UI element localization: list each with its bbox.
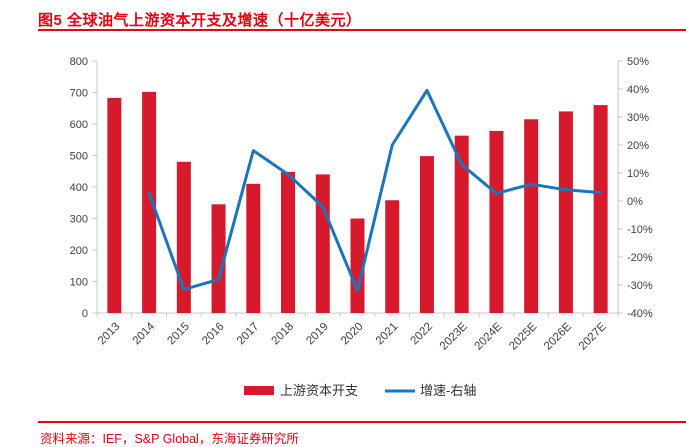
x-category-label: 2024E <box>473 320 505 352</box>
x-category-label: 2017 <box>235 321 262 348</box>
bar-2026E <box>558 111 573 314</box>
bar-2021 <box>385 200 400 313</box>
x-category-label: 2019 <box>304 321 331 348</box>
right-tick-label: 40% <box>627 84 649 96</box>
right-tick-label: 0% <box>627 196 643 208</box>
title-underline <box>38 29 686 31</box>
x-category-label: 2020 <box>339 321 366 348</box>
x-category-label: 2027E <box>577 320 609 352</box>
left-tick-label: 700 <box>70 88 88 100</box>
x-category-label: 2014 <box>131 320 158 347</box>
bar-2018 <box>281 171 296 313</box>
bar-2020 <box>350 218 365 313</box>
x-category-label: 2022 <box>409 321 436 348</box>
left-tick-label: 300 <box>70 214 88 226</box>
bar-2022 <box>419 156 434 313</box>
right-tick-label: -30% <box>627 280 653 292</box>
right-tick-label: 10% <box>627 168 649 180</box>
x-category-label: 2025E <box>507 320 539 352</box>
bar-2015 <box>176 161 191 313</box>
x-category-label: 2013 <box>96 321 123 348</box>
source-note: 资料来源：IEF，S&P Global，东海证券研究所 <box>40 432 299 446</box>
bar-2027E <box>593 105 608 313</box>
bar-2017 <box>246 183 261 313</box>
x-category-label: 2023E <box>438 320 470 352</box>
x-category-label: 2021 <box>374 321 401 348</box>
bar-2024E <box>489 130 504 313</box>
right-tick-label: -10% <box>627 224 653 236</box>
right-tick-label: -40% <box>627 308 653 320</box>
x-category-label: 2016 <box>200 321 227 348</box>
right-tick-label: -20% <box>627 252 653 264</box>
growth-line <box>147 88 603 293</box>
left-tick-label: 100 <box>70 277 88 289</box>
legend-bar-swatch <box>244 386 274 395</box>
legend-label-growth: 增速-右轴 <box>420 383 476 398</box>
bar-2025E <box>524 119 539 314</box>
left-tick-label: 200 <box>70 245 88 257</box>
legend-label-capex: 上游资本开支 <box>280 383 358 398</box>
bar-2016 <box>211 204 226 313</box>
left-tick-label: 600 <box>70 119 88 131</box>
left-tick-label: 0 <box>82 308 88 320</box>
capex-growth-chart: 0 100 200 300 400 500 600 700 800 -40% -30% -20% -10… <box>70 56 653 398</box>
right-tick-label: 50% <box>627 56 649 68</box>
right-tick-label: 30% <box>627 112 649 124</box>
right-tick-label: 20% <box>627 140 649 152</box>
left-tick-label: 500 <box>70 151 88 163</box>
left-tick-label: 800 <box>70 56 88 68</box>
x-category-label: 2015 <box>165 321 192 348</box>
bar-2023E <box>454 135 469 313</box>
left-tick-label: 400 <box>70 182 88 194</box>
bar-2013 <box>107 97 122 313</box>
figure-title: 图5 全球油气上游资本开支及增速（十亿美元） <box>38 12 362 29</box>
footer-divider <box>38 421 686 423</box>
x-category-label: 2026E <box>542 320 574 352</box>
bar-2014 <box>142 91 157 313</box>
x-category-label: 2018 <box>270 321 297 348</box>
bar-2019 <box>315 174 330 313</box>
